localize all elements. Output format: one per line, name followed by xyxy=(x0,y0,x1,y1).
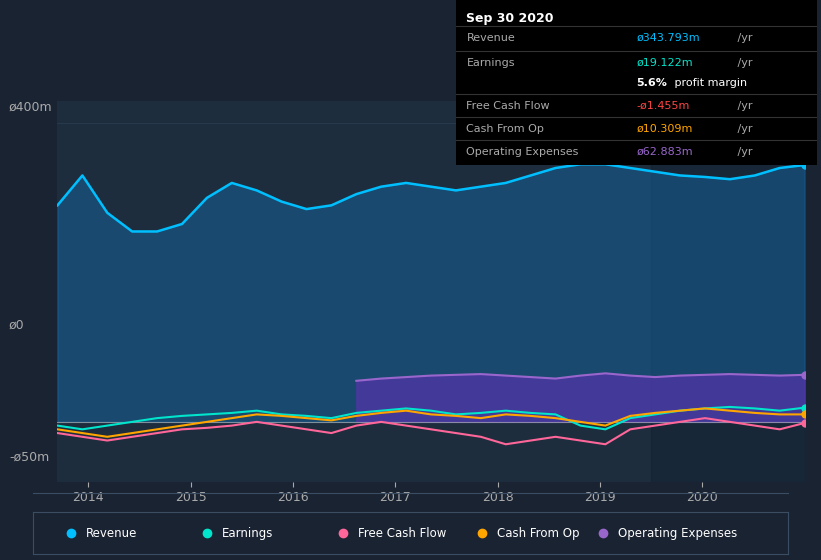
Text: /yr: /yr xyxy=(734,58,752,68)
Text: profit margin: profit margin xyxy=(671,78,747,87)
Text: -ø50m: -ø50m xyxy=(9,450,49,463)
Text: /yr: /yr xyxy=(734,101,752,111)
Text: Operating Expenses: Operating Expenses xyxy=(618,527,737,540)
Text: Revenue: Revenue xyxy=(85,527,137,540)
Text: Cash From Op: Cash From Op xyxy=(466,124,544,134)
Text: Earnings: Earnings xyxy=(466,58,515,68)
Text: Cash From Op: Cash From Op xyxy=(498,527,580,540)
Bar xyxy=(651,101,805,482)
Text: Sep 30 2020: Sep 30 2020 xyxy=(466,12,554,25)
Text: Free Cash Flow: Free Cash Flow xyxy=(358,527,446,540)
Text: Free Cash Flow: Free Cash Flow xyxy=(466,101,550,111)
Text: ø10.309m: ø10.309m xyxy=(636,124,693,134)
Text: -ø1.455m: -ø1.455m xyxy=(636,101,690,111)
Text: Revenue: Revenue xyxy=(466,33,516,43)
Text: /yr: /yr xyxy=(734,33,752,43)
Text: Earnings: Earnings xyxy=(222,527,273,540)
Text: ø19.122m: ø19.122m xyxy=(636,58,693,68)
Text: /yr: /yr xyxy=(734,124,752,134)
Text: Operating Expenses: Operating Expenses xyxy=(466,147,579,157)
Text: ø400m: ø400m xyxy=(9,101,53,114)
Text: ø62.883m: ø62.883m xyxy=(636,147,693,157)
Text: /yr: /yr xyxy=(734,147,752,157)
Text: ø343.793m: ø343.793m xyxy=(636,33,699,43)
Text: 5.6%: 5.6% xyxy=(636,78,667,87)
Text: ø0: ø0 xyxy=(9,319,25,332)
